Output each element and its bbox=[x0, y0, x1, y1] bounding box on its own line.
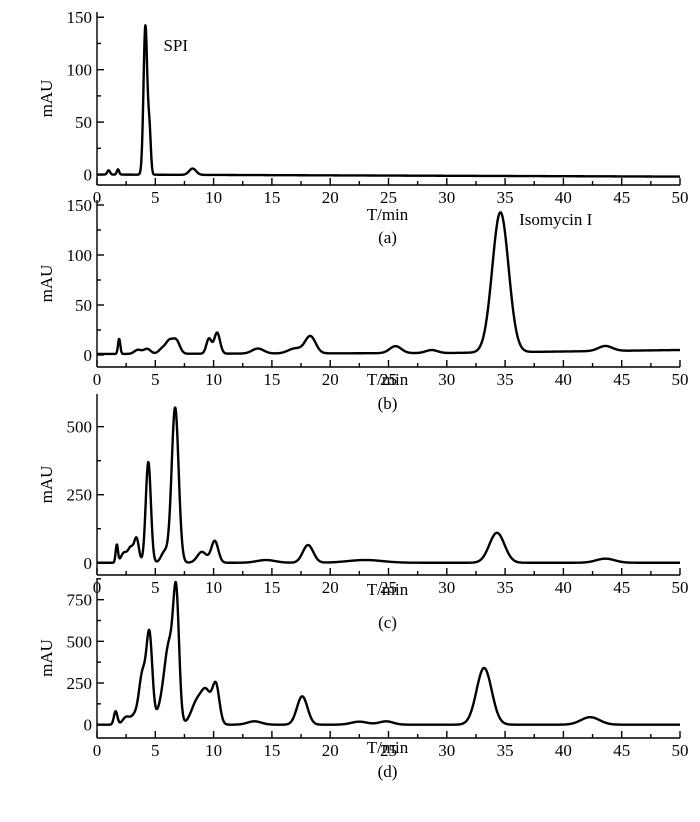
x-tick-label: 15 bbox=[263, 370, 280, 389]
x-tick-label: 20 bbox=[322, 741, 339, 760]
x-tick-label: 50 bbox=[672, 370, 689, 389]
x-tick-label: 5 bbox=[151, 741, 160, 760]
x-tick-label: 10 bbox=[205, 578, 222, 597]
x-tick-label: 20 bbox=[322, 370, 339, 389]
series-line bbox=[96, 211, 681, 356]
x-tick-label: 30 bbox=[438, 370, 455, 389]
x-tick-label: 40 bbox=[555, 741, 572, 760]
x-tick-label: 25 bbox=[380, 188, 397, 207]
x-tick-label: 45 bbox=[613, 188, 630, 207]
x-tick-label: 30 bbox=[438, 188, 455, 207]
x-axis-title: T/min bbox=[367, 370, 409, 389]
x-tick-label: 50 bbox=[672, 741, 689, 760]
x-tick-label: 40 bbox=[555, 578, 572, 597]
x-tick-label: 25 bbox=[380, 370, 397, 389]
x-tick-label: 15 bbox=[263, 741, 280, 760]
y-axis-title: mAU bbox=[37, 639, 56, 677]
x-tick-label: 5 bbox=[151, 578, 160, 597]
x-axis-title: T/min bbox=[367, 205, 409, 224]
x-tick-label: 20 bbox=[322, 578, 339, 597]
y-tick-label: 150 bbox=[67, 8, 93, 27]
x-tick-label: 15 bbox=[263, 578, 280, 597]
x-tick-label: 35 bbox=[497, 741, 514, 760]
x-tick-label: 35 bbox=[497, 188, 514, 207]
panel-label: (b) bbox=[378, 394, 398, 413]
y-tick-label: 0 bbox=[84, 346, 93, 365]
x-tick-label: 45 bbox=[613, 741, 630, 760]
y-tick-label: 50 bbox=[75, 296, 92, 315]
y-tick-label: 500 bbox=[67, 632, 93, 651]
series-line bbox=[96, 24, 681, 178]
x-tick-label: 20 bbox=[322, 188, 339, 207]
y-tick-label: 50 bbox=[75, 113, 92, 132]
panel-a: 0 5 10 15 20 25 30 35 40 45 50 0 50 100 150 mAU T/min (a)… bbox=[37, 8, 689, 247]
panel-b: 0 5 10 15 20 25 30 35 40 45 50 0 50 100 150 mAU T/min (b)… bbox=[37, 196, 689, 413]
y-tick-label: 0 bbox=[84, 166, 93, 185]
x-tick-label: 10 bbox=[205, 741, 222, 760]
peak-annotation: SPI bbox=[163, 36, 188, 55]
x-tick-label: 45 bbox=[613, 578, 630, 597]
y-tick-label: 250 bbox=[67, 486, 93, 505]
y-tick-label: 250 bbox=[67, 674, 93, 693]
y-tick-label: 150 bbox=[67, 196, 93, 215]
x-tick-label: 35 bbox=[497, 578, 514, 597]
x-tick-label: 25 bbox=[380, 741, 397, 760]
y-tick-label: 100 bbox=[67, 61, 93, 80]
peak-annotation: Isomycin I bbox=[519, 210, 593, 229]
y-axis-title: mAU bbox=[37, 466, 56, 504]
x-tick-label: 0 bbox=[93, 370, 102, 389]
x-tick-label: 40 bbox=[555, 188, 572, 207]
x-tick-label: 10 bbox=[205, 188, 222, 207]
x-axis-title: T/min bbox=[367, 738, 409, 757]
x-tick-label: 50 bbox=[672, 188, 689, 207]
y-axis-title: mAU bbox=[37, 265, 56, 303]
panel-label: (c) bbox=[378, 613, 397, 632]
y-tick-label: 0 bbox=[84, 554, 93, 573]
y-tick-label: 100 bbox=[67, 246, 93, 265]
series-line bbox=[96, 580, 681, 726]
x-tick-label: 0 bbox=[93, 188, 102, 207]
y-tick-label: 0 bbox=[84, 716, 93, 735]
x-tick-label: 30 bbox=[438, 578, 455, 597]
y-axis-title: mAU bbox=[37, 80, 56, 118]
x-axis-title: T/min bbox=[367, 580, 409, 599]
panel-label: (a) bbox=[378, 228, 397, 247]
y-tick-label: 750 bbox=[67, 591, 93, 610]
x-tick-label: 25 bbox=[380, 578, 397, 597]
panel-d: 0 5 10 15 20 25 30 35 40 45 500250500750mAUT/min(d… bbox=[37, 578, 689, 781]
x-tick-label: 35 bbox=[497, 370, 514, 389]
y-tick-label: 500 bbox=[67, 418, 93, 437]
x-tick-label: 45 bbox=[613, 370, 630, 389]
series-line bbox=[96, 406, 681, 564]
x-tick-label: 5 bbox=[151, 370, 160, 389]
x-tick-label: 5 bbox=[151, 188, 160, 207]
x-tick-label: 30 bbox=[438, 741, 455, 760]
x-tick-label: 0 bbox=[93, 741, 102, 760]
x-tick-label: 10 bbox=[205, 370, 222, 389]
panel-label: (d) bbox=[378, 762, 398, 781]
x-tick-label: 15 bbox=[263, 188, 280, 207]
x-tick-label: 50 bbox=[672, 578, 689, 597]
x-tick-label: 40 bbox=[555, 370, 572, 389]
